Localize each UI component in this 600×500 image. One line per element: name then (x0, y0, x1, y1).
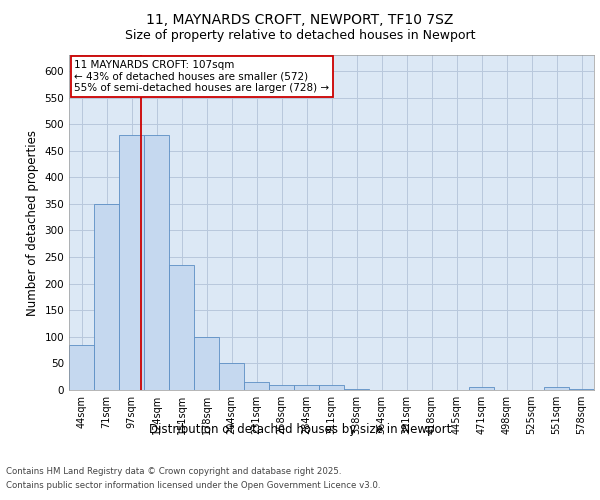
Bar (69, 345, 94, 390)
Bar (94, 204, 119, 390)
Bar (294, 384, 319, 390)
Bar (344, 389, 369, 390)
Bar (219, 364, 244, 390)
Bar (469, 388, 494, 390)
Bar (144, 135, 169, 390)
Text: Contains HM Land Registry data © Crown copyright and database right 2025.: Contains HM Land Registry data © Crown c… (6, 468, 341, 476)
Bar (119, 135, 144, 390)
Bar (319, 384, 344, 390)
Bar (544, 388, 569, 390)
Text: 11 MAYNARDS CROFT: 107sqm
← 43% of detached houses are smaller (572)
55% of semi: 11 MAYNARDS CROFT: 107sqm ← 43% of detac… (74, 60, 329, 93)
Bar (169, 265, 194, 390)
Text: Contains public sector information licensed under the Open Government Licence v3: Contains public sector information licen… (6, 481, 380, 490)
Text: Distribution of detached houses by size in Newport: Distribution of detached houses by size … (149, 422, 451, 436)
Bar (194, 337, 219, 390)
Y-axis label: Number of detached properties: Number of detached properties (26, 130, 39, 316)
Text: Size of property relative to detached houses in Newport: Size of property relative to detached ho… (125, 29, 475, 42)
Bar (569, 389, 594, 390)
Text: 11, MAYNARDS CROFT, NEWPORT, TF10 7SZ: 11, MAYNARDS CROFT, NEWPORT, TF10 7SZ (146, 12, 454, 26)
Bar (244, 382, 269, 390)
Bar (269, 384, 294, 390)
